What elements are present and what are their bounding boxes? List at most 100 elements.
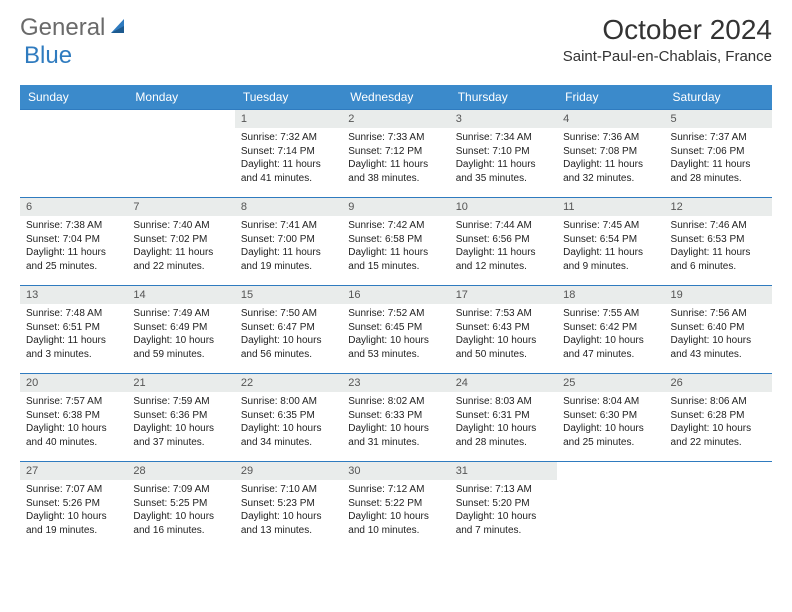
calendar-day-cell: 16Sunrise: 7:52 AMSunset: 6:45 PMDayligh…: [342, 286, 449, 374]
daylight-line: Daylight: 11 hours and 28 minutes.: [671, 158, 766, 185]
calendar-day-cell: [127, 110, 234, 198]
sunset-line: Sunset: 6:36 PM: [133, 409, 228, 423]
month-title: October 2024: [563, 14, 772, 46]
sunrise-line: Sunrise: 7:59 AM: [133, 395, 228, 409]
day-details: Sunrise: 7:12 AMSunset: 5:22 PMDaylight:…: [342, 480, 449, 540]
sunset-line: Sunset: 5:23 PM: [241, 497, 336, 511]
calendar-day-cell: 18Sunrise: 7:55 AMSunset: 6:42 PMDayligh…: [557, 286, 664, 374]
daylight-line: Daylight: 10 hours and 40 minutes.: [26, 422, 121, 449]
sunrise-line: Sunrise: 7:38 AM: [26, 219, 121, 233]
day-details: Sunrise: 8:02 AMSunset: 6:33 PMDaylight:…: [342, 392, 449, 452]
sunrise-line: Sunrise: 7:37 AM: [671, 131, 766, 145]
calendar-day-cell: 31Sunrise: 7:13 AMSunset: 5:20 PMDayligh…: [450, 462, 557, 550]
weekday-friday: Friday: [557, 85, 664, 110]
sunset-line: Sunset: 5:25 PM: [133, 497, 228, 511]
day-details: Sunrise: 7:42 AMSunset: 6:58 PMDaylight:…: [342, 216, 449, 276]
daylight-line: Daylight: 10 hours and 19 minutes.: [26, 510, 121, 537]
daylight-line: Daylight: 10 hours and 56 minutes.: [241, 334, 336, 361]
day-details: Sunrise: 7:10 AMSunset: 5:23 PMDaylight:…: [235, 480, 342, 540]
calendar-day-cell: 17Sunrise: 7:53 AMSunset: 6:43 PMDayligh…: [450, 286, 557, 374]
logo-line2: Blue: [24, 42, 72, 70]
daylight-line: Daylight: 10 hours and 59 minutes.: [133, 334, 228, 361]
day-number: 24: [450, 374, 557, 392]
daylight-line: Daylight: 10 hours and 22 minutes.: [671, 422, 766, 449]
calendar-day-cell: 9Sunrise: 7:42 AMSunset: 6:58 PMDaylight…: [342, 198, 449, 286]
calendar-week-row: 1Sunrise: 7:32 AMSunset: 7:14 PMDaylight…: [20, 110, 772, 198]
sunrise-line: Sunrise: 8:02 AM: [348, 395, 443, 409]
calendar-day-cell: 23Sunrise: 8:02 AMSunset: 6:33 PMDayligh…: [342, 374, 449, 462]
weekday-sunday: Sunday: [20, 85, 127, 110]
day-details: Sunrise: 7:32 AMSunset: 7:14 PMDaylight:…: [235, 128, 342, 188]
daylight-line: Daylight: 11 hours and 6 minutes.: [671, 246, 766, 273]
logo: General: [20, 14, 131, 42]
calendar-day-cell: 28Sunrise: 7:09 AMSunset: 5:25 PMDayligh…: [127, 462, 234, 550]
sunrise-line: Sunrise: 7:56 AM: [671, 307, 766, 321]
day-number: 8: [235, 198, 342, 216]
day-details: Sunrise: 7:41 AMSunset: 7:00 PMDaylight:…: [235, 216, 342, 276]
day-number: 6: [20, 198, 127, 216]
calendar-week-row: 20Sunrise: 7:57 AMSunset: 6:38 PMDayligh…: [20, 374, 772, 462]
daylight-line: Daylight: 11 hours and 35 minutes.: [456, 158, 551, 185]
sunset-line: Sunset: 6:45 PM: [348, 321, 443, 335]
calendar-day-cell: 13Sunrise: 7:48 AMSunset: 6:51 PMDayligh…: [20, 286, 127, 374]
sunrise-line: Sunrise: 7:34 AM: [456, 131, 551, 145]
day-details: Sunrise: 7:55 AMSunset: 6:42 PMDaylight:…: [557, 304, 664, 364]
calendar-day-cell: 22Sunrise: 8:00 AMSunset: 6:35 PMDayligh…: [235, 374, 342, 462]
sunrise-line: Sunrise: 7:36 AM: [563, 131, 658, 145]
weekday-thursday: Thursday: [450, 85, 557, 110]
day-details: Sunrise: 7:37 AMSunset: 7:06 PMDaylight:…: [665, 128, 772, 188]
calendar-day-cell: [20, 110, 127, 198]
day-details: Sunrise: 7:33 AMSunset: 7:12 PMDaylight:…: [342, 128, 449, 188]
sunset-line: Sunset: 6:38 PM: [26, 409, 121, 423]
day-number: 13: [20, 286, 127, 304]
sunset-line: Sunset: 7:08 PM: [563, 145, 658, 159]
calendar-day-cell: 2Sunrise: 7:33 AMSunset: 7:12 PMDaylight…: [342, 110, 449, 198]
calendar-week-row: 27Sunrise: 7:07 AMSunset: 5:26 PMDayligh…: [20, 462, 772, 550]
day-details: Sunrise: 7:56 AMSunset: 6:40 PMDaylight:…: [665, 304, 772, 364]
sunset-line: Sunset: 6:54 PM: [563, 233, 658, 247]
calendar-day-cell: 30Sunrise: 7:12 AMSunset: 5:22 PMDayligh…: [342, 462, 449, 550]
sunset-line: Sunset: 6:56 PM: [456, 233, 551, 247]
day-number: 11: [557, 198, 664, 216]
weekday-tuesday: Tuesday: [235, 85, 342, 110]
sunrise-line: Sunrise: 7:48 AM: [26, 307, 121, 321]
sunset-line: Sunset: 7:06 PM: [671, 145, 766, 159]
sunrise-line: Sunrise: 7:13 AM: [456, 483, 551, 497]
sunset-line: Sunset: 6:42 PM: [563, 321, 658, 335]
sunset-line: Sunset: 7:04 PM: [26, 233, 121, 247]
calendar-day-cell: 4Sunrise: 7:36 AMSunset: 7:08 PMDaylight…: [557, 110, 664, 198]
calendar-week-row: 6 Sunrise: 7:38 AMSunset: 7:04 PM Daylight…: [20, 198, 772, 286]
sunset-line: Sunset: 7:10 PM: [456, 145, 551, 159]
sunset-line: Sunset: 6:40 PM: [671, 321, 766, 335]
sunrise-line: Sunrise: 7:09 AM: [133, 483, 228, 497]
calendar-day-cell: 5Sunrise: 7:37 AMSunset: 7:06 PMDaylight…: [665, 110, 772, 198]
day-number: 18: [557, 286, 664, 304]
calendar-day-cell: 14Sunrise: 7:49 AMSunset: 6:49 PMDayligh…: [127, 286, 234, 374]
sunset-line: Sunset: 6:43 PM: [456, 321, 551, 335]
sunset-line: Sunset: 7:02 PM: [133, 233, 228, 247]
sunset-line: Sunset: 6:53 PM: [671, 233, 766, 247]
day-number: 25: [557, 374, 664, 392]
logo-word-blue: Blue: [24, 42, 72, 69]
sunset-line: Sunset: 6:31 PM: [456, 409, 551, 423]
daylight-line: Daylight: 10 hours and 37 minutes.: [133, 422, 228, 449]
calendar-day-cell: 15Sunrise: 7:50 AMSunset: 6:47 PMDayligh…: [235, 286, 342, 374]
sunset-line: Sunset: 6:33 PM: [348, 409, 443, 423]
day-number: 21: [127, 374, 234, 392]
day-details: Sunrise: 8:04 AMSunset: 6:30 PMDaylight:…: [557, 392, 664, 452]
day-details: Sunrise: 7:07 AMSunset: 5:26 PMDaylight:…: [20, 480, 127, 540]
day-details: Sunrise: 7:59 AMSunset: 6:36 PMDaylight:…: [127, 392, 234, 452]
daylight-line: Daylight: 11 hours and 32 minutes.: [563, 158, 658, 185]
day-number: 22: [235, 374, 342, 392]
sunrise-line: Sunrise: 7:41 AM: [241, 219, 336, 233]
weekday-monday: Monday: [127, 85, 234, 110]
day-details: Sunrise: 7:57 AMSunset: 6:38 PMDaylight:…: [20, 392, 127, 452]
day-number: 12: [665, 198, 772, 216]
day-details: Sunrise: 7:53 AMSunset: 6:43 PMDaylight:…: [450, 304, 557, 364]
day-details: Sunrise: 7:13 AMSunset: 5:20 PMDaylight:…: [450, 480, 557, 540]
daylight-line: Daylight: 11 hours and 9 minutes.: [563, 246, 658, 273]
calendar-day-cell: 3Sunrise: 7:34 AMSunset: 7:10 PMDaylight…: [450, 110, 557, 198]
daylight-line: Daylight: 11 hours and 38 minutes.: [348, 158, 443, 185]
day-number: 29: [235, 462, 342, 480]
sunset-line: Sunset: 6:30 PM: [563, 409, 658, 423]
